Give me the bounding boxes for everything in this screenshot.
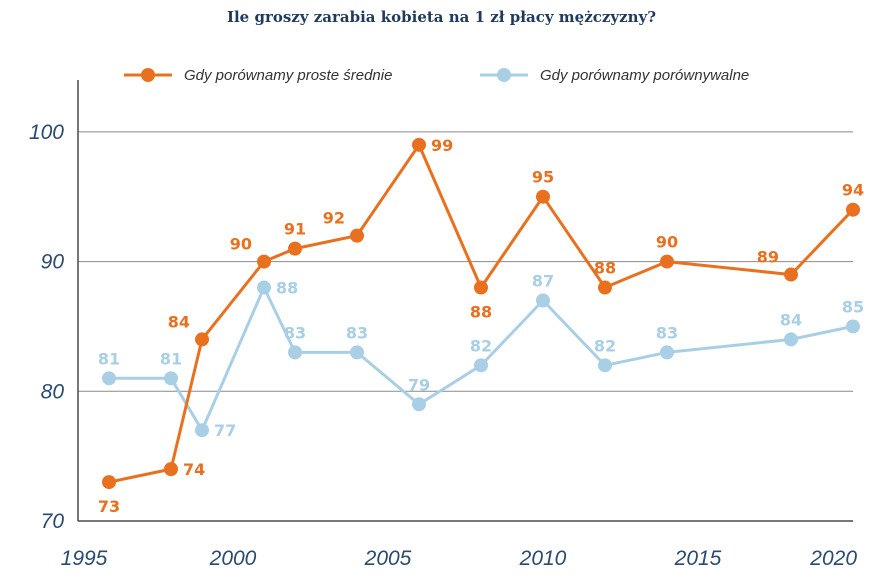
- data-label: 84: [168, 312, 190, 331]
- grid-lines: [78, 131, 853, 392]
- data-point: [474, 358, 488, 373]
- data-point: [660, 345, 674, 360]
- data-label: 82: [594, 336, 616, 355]
- data-point: [195, 332, 209, 347]
- data-label: 87: [532, 272, 554, 291]
- data-label: 91: [284, 220, 306, 239]
- data-point: [784, 267, 798, 282]
- data-point: [412, 137, 426, 152]
- chart-title: Ile groszy zarabia kobieta na 1 zł płacy…: [226, 8, 657, 26]
- data-point: [102, 371, 116, 386]
- x-tick-label: 2000: [209, 547, 257, 570]
- data-label: 85: [842, 297, 864, 316]
- x-tick-label: 1995: [61, 547, 108, 570]
- data-point: [536, 293, 550, 308]
- data-point: [412, 397, 426, 412]
- data-label: 94: [842, 181, 864, 200]
- data-label: 77: [214, 421, 236, 440]
- data-point: [846, 202, 860, 217]
- legend-marker: [141, 68, 155, 82]
- x-tick-label: 2005: [364, 547, 412, 570]
- legend-marker: [497, 68, 511, 82]
- data-label: 83: [284, 323, 306, 342]
- data-label: 81: [160, 349, 182, 368]
- data-point: [350, 228, 364, 243]
- data-point: [536, 189, 550, 204]
- y-tick-label: 100: [29, 121, 64, 144]
- data-point: [350, 345, 364, 360]
- data-point: [257, 254, 271, 269]
- y-tick-label: 80: [41, 380, 65, 403]
- data-point: [288, 345, 302, 360]
- x-tick-label: 2020: [809, 547, 857, 570]
- data-point: [474, 280, 488, 295]
- data-label: 90: [230, 235, 252, 254]
- data-label: 84: [780, 310, 802, 329]
- legend-label: Gdy porównamy porównywalne: [540, 67, 749, 84]
- x-tick-label: 2010: [519, 547, 567, 570]
- data-point: [288, 241, 302, 256]
- series-porownywalne: [102, 280, 860, 438]
- legend-label: Gdy porównamy proste średnie: [184, 67, 392, 84]
- data-label: 83: [656, 323, 678, 342]
- data-point: [784, 332, 798, 347]
- data-point: [598, 358, 612, 373]
- tick-labels: 70 80 90 100 1995 2000 2005 2010 2015 2020: [29, 121, 857, 570]
- data-label: 95: [532, 168, 554, 187]
- data-point: [164, 371, 178, 386]
- data-label: 83: [346, 323, 368, 342]
- data-label: 92: [323, 209, 345, 228]
- y-tick-label: 90: [41, 251, 65, 274]
- series-group: 73 74 84 90 91 92 99 88 95 88 90 89 94 81 81 77 88 83 83 79…: [98, 136, 864, 516]
- data-label: 82: [470, 336, 492, 355]
- data-point: [195, 423, 209, 438]
- data-label: 99: [431, 136, 453, 155]
- data-label: 88: [470, 303, 492, 322]
- series-proste-srednie: [102, 137, 860, 490]
- data-label: 73: [98, 497, 120, 516]
- data-point: [660, 254, 674, 269]
- data-point: [257, 280, 271, 295]
- y-tick-label: 70: [41, 510, 65, 533]
- data-point: [598, 280, 612, 295]
- data-label: 88: [276, 279, 298, 298]
- data-label: 89: [757, 248, 779, 267]
- data-label: 81: [98, 349, 120, 368]
- data-label: 90: [656, 233, 678, 252]
- data-point: [164, 462, 178, 477]
- data-label: 88: [594, 259, 616, 278]
- axes: [77, 80, 853, 522]
- data-label: 79: [408, 375, 430, 394]
- data-label: 74: [183, 460, 205, 479]
- data-point: [846, 319, 860, 334]
- data-point: [102, 475, 116, 490]
- x-tick-label: 2015: [674, 547, 722, 570]
- legend: Gdy porównamy proste średnie Gdy porównam…: [124, 67, 749, 84]
